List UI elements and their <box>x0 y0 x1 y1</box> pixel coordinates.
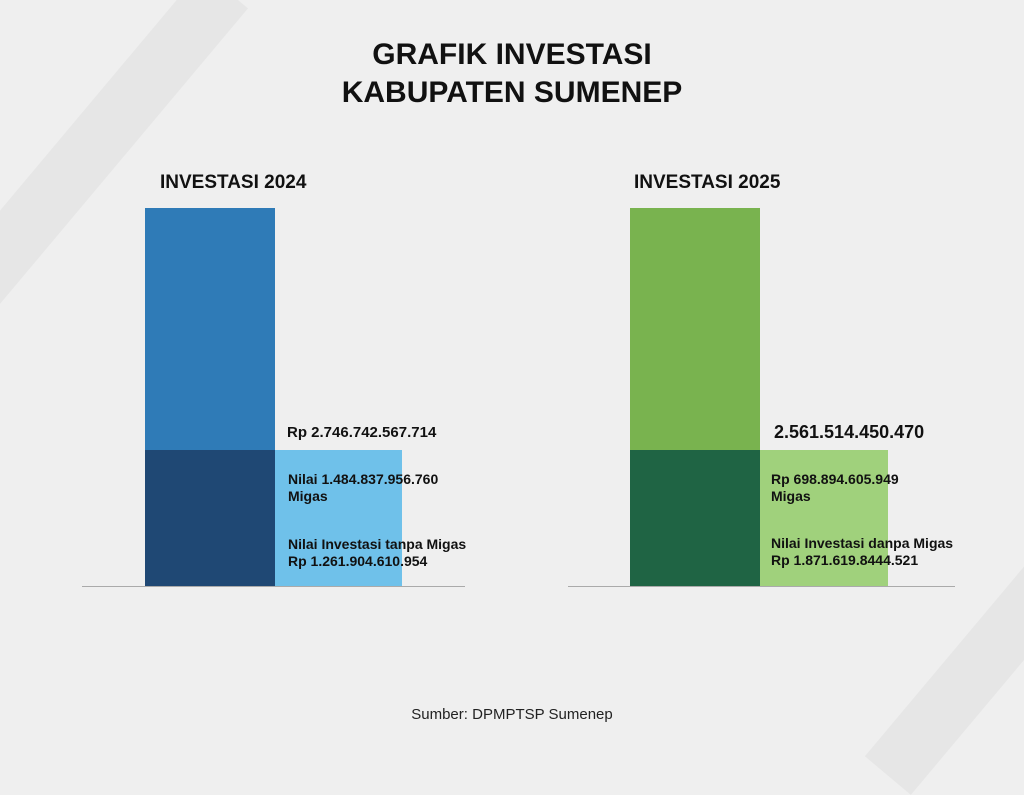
chart-title: GRAFIK INVESTASI KABUPATEN SUMENEP <box>0 36 1024 112</box>
title-line-2: KABUPATEN SUMENEP <box>341 76 683 109</box>
label-2024-non-migas-name: Nilai Investasi tanpa Migas <box>288 536 467 552</box>
label-2025-non-migas-name: Nilai Investasi danpa Migas <box>771 535 954 551</box>
title-line-1: GRAFIK INVESTASI <box>372 38 652 71</box>
label-2025-migas-name: Migas <box>771 488 811 504</box>
subtitle-2024: INVESTASI 2024 <box>160 172 307 193</box>
bar-2024-non-migas <box>275 450 402 586</box>
label-2025-non-migas-value: Rp 1.871.619.8444.521 <box>771 552 919 568</box>
baseline-2024 <box>82 586 465 587</box>
label-2024-migas-value: Nilai 1.484.837.956.760 <box>288 471 439 487</box>
label-2025-migas-value: Rp 698.894.605.949 <box>771 471 899 487</box>
label-2024-migas: Nilai 1.484.837.956.760 Migas <box>288 471 438 505</box>
bar-2025-non-migas <box>760 450 888 586</box>
bar-2025-migas <box>630 450 760 586</box>
label-2024-total: Rp 2.746.742.567.714 <box>287 424 437 441</box>
bar-2025-total <box>630 208 760 450</box>
source-note: Sumber: DPMPTSP Sumenep <box>411 706 613 723</box>
baseline-2025 <box>568 586 955 587</box>
label-2025-non-migas: Nilai Investasi danpa Migas Rp 1.871.619… <box>771 535 953 569</box>
label-2024-non-migas-value: Rp 1.261.904.610.954 <box>288 553 428 569</box>
bar-2024-migas <box>145 450 275 586</box>
background-decoration <box>864 465 1024 795</box>
label-2025-migas: Rp 698.894.605.949 Migas <box>771 471 899 505</box>
subtitle-2025: INVESTASI 2025 <box>634 172 781 193</box>
label-2024-non-migas: Nilai Investasi tanpa Migas Rp 1.261.904… <box>288 536 466 570</box>
bar-2024-total <box>145 208 275 450</box>
label-2024-migas-name: Migas <box>288 488 328 504</box>
label-2025-total: 2.561.514.450.470 <box>774 422 925 442</box>
